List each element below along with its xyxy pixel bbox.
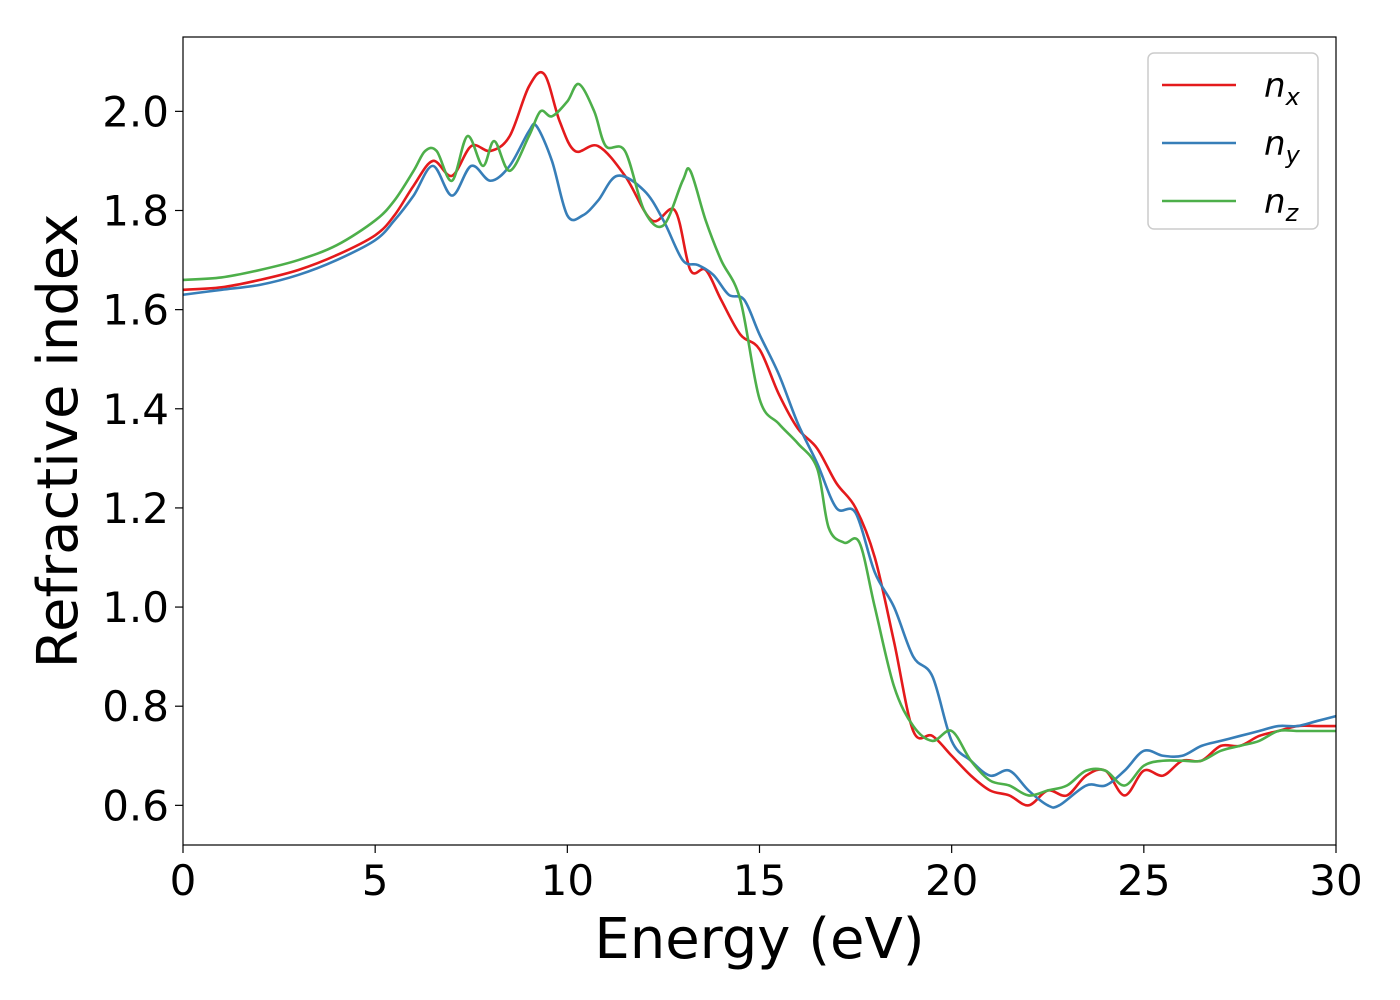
x-axis-label: Energy (eV) <box>594 907 924 972</box>
y-tick-label: 1.8 <box>102 186 169 235</box>
legend-label-ny: ny <box>1264 124 1301 169</box>
series-layer <box>182 70 1337 809</box>
x-tick-label: 20 <box>925 856 978 905</box>
x-tick-label: 0 <box>170 856 197 905</box>
series-line-ny <box>182 122 1337 809</box>
y-tick-label: 1.6 <box>102 286 169 335</box>
x-tick-label: 10 <box>541 856 594 905</box>
x-tick-label: 5 <box>362 856 389 905</box>
y-tick-label: 1.4 <box>102 385 169 434</box>
y-tick-label: 0.8 <box>102 682 169 731</box>
y-tick-label: 2.0 <box>102 87 169 136</box>
x-tick-label: 25 <box>1117 856 1170 905</box>
x-tick-label: 15 <box>733 856 786 905</box>
y-tick-label: 0.6 <box>102 781 169 830</box>
y-tick-label: 1.2 <box>102 484 169 533</box>
series-line-nz <box>182 82 1336 797</box>
x-axis-ticks: 0 5 10 15 20 25 30 <box>170 845 1363 905</box>
legend-box <box>1147 52 1319 230</box>
x-tick-label: 30 <box>1309 856 1362 905</box>
y-axis-label: Refractive index <box>26 214 91 669</box>
plot-background <box>183 37 1336 845</box>
y-axis-ticks: 0.6 0.8 1.0 1.2 1.4 1.6 1.8 2.0 <box>102 87 183 830</box>
y-tick-label: 1.0 <box>102 583 169 632</box>
